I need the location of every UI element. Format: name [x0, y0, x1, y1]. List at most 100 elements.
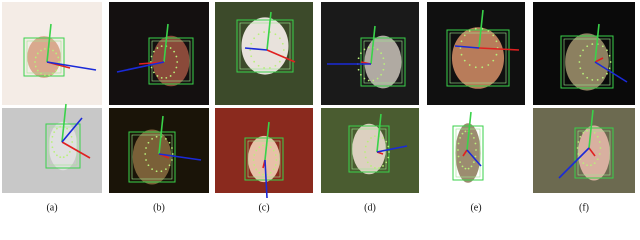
landmark: [608, 67, 611, 70]
landmark: [55, 52, 58, 55]
pose-axis-red: [61, 141, 91, 159]
landmark: [59, 156, 62, 159]
landmark: [152, 71, 155, 74]
pose-axis-red: [462, 149, 468, 157]
landmark: [40, 49, 42, 52]
landmark: [59, 125, 62, 128]
landmark: [173, 50, 176, 53]
landmark: [370, 137, 372, 139]
subfigure-caption: (d): [364, 202, 376, 213]
photo-panel: [427, 2, 525, 105]
face: [578, 125, 610, 181]
landmark: [470, 165, 473, 168]
landmark: [387, 145, 390, 148]
landmark: [576, 147, 579, 149]
landmark: [173, 71, 176, 74]
landmark: [609, 61, 612, 63]
landmark: [155, 170, 158, 173]
landmark: [606, 72, 608, 75]
landmark: [457, 149, 459, 151]
face: [27, 36, 61, 78]
photo-panel: [533, 108, 635, 193]
landmark: [492, 59, 495, 62]
landmark: [601, 76, 604, 79]
landmark: [472, 161, 475, 164]
landmark: [282, 49, 285, 51]
face-box: [244, 137, 284, 181]
landmark: [601, 45, 604, 48]
landmark: [359, 52, 362, 55]
face-box-inner: [449, 32, 507, 84]
landmark: [253, 164, 256, 166]
subfigure-caption: (f): [579, 202, 589, 213]
landmark: [357, 57, 360, 60]
landmark: [468, 30, 471, 32]
landmark: [263, 67, 265, 69]
landmark: [36, 69, 39, 72]
landmark: [495, 40, 498, 43]
face: [451, 27, 505, 89]
photo-panel: [2, 2, 102, 105]
pose-axis-blue: [558, 147, 590, 179]
pose-axis-green: [61, 103, 67, 143]
pose-axis-green: [588, 109, 594, 149]
landmark: [598, 141, 601, 143]
face-box-inner: [351, 128, 387, 170]
landmark: [387, 156, 390, 159]
landmark: [366, 140, 369, 143]
landmark: [262, 173, 264, 176]
landmark: [385, 161, 388, 164]
landmark: [464, 167, 467, 170]
landmark: [71, 141, 74, 143]
pose-axis-blue: [46, 61, 97, 71]
pose-axis-green: [163, 23, 169, 63]
landmark: [272, 168, 275, 171]
landmark: [68, 150, 71, 153]
landmark: [252, 159, 255, 161]
landmark: [474, 27, 477, 30]
landmark: [175, 66, 178, 69]
landmark: [463, 34, 466, 37]
landmark: [171, 153, 174, 155]
landmark: [275, 159, 278, 161]
landmark: [171, 147, 173, 149]
landmark: [599, 147, 602, 149]
landmark: [385, 140, 388, 143]
landmark: [165, 168, 167, 171]
landmark: [253, 154, 256, 156]
subfigure-caption: (a): [46, 202, 57, 213]
pose-axis-blue: [158, 153, 202, 161]
landmark: [357, 68, 360, 71]
landmark: [253, 37, 256, 40]
landmark: [249, 49, 252, 51]
landmark: [176, 61, 179, 63]
landmark: [464, 130, 467, 133]
landmark: [250, 42, 253, 45]
landmark: [151, 137, 153, 140]
landmark: [258, 146, 261, 149]
pose-axis-green: [266, 11, 272, 51]
face-box-inner: [131, 134, 173, 180]
face-box: [446, 29, 510, 87]
landmark: [155, 135, 158, 138]
landmark: [150, 66, 153, 69]
face-box-inner: [151, 40, 191, 82]
landmark: [582, 49, 584, 52]
landmark: [579, 135, 582, 138]
landmark: [269, 67, 271, 69]
landmark: [590, 164, 592, 167]
landmark: [598, 153, 601, 155]
landmark: [461, 165, 464, 168]
subfigure-caption: (c): [258, 202, 269, 213]
landmark: [380, 73, 383, 76]
face-box-inner: [239, 22, 291, 70]
photo-panel: [427, 108, 525, 193]
face-box: [23, 37, 65, 77]
landmark: [147, 164, 150, 167]
face-box-inner: [577, 130, 611, 176]
landmark: [145, 147, 147, 149]
landmark: [457, 155, 460, 158]
landmark: [463, 59, 466, 62]
landmark: [255, 168, 258, 171]
landmark: [263, 31, 265, 33]
